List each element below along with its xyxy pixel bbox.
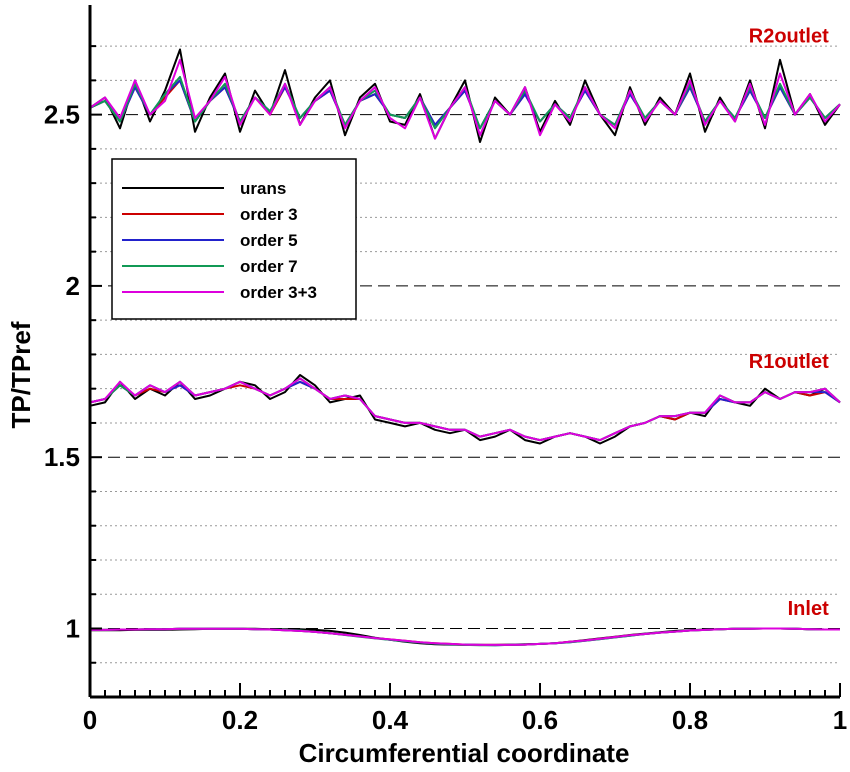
annotation-label: R1outlet [749, 351, 829, 373]
series-line-order-7-inlet [90, 627, 840, 647]
y-tick-label: 1 [66, 613, 80, 643]
y-tick-label: 2 [66, 271, 80, 301]
tick-labels: 1 1.5 2 2.5 0 0.2 0.4 0.6 0.8 1 [44, 100, 847, 735]
grid-lines [90, 45, 840, 664]
x-tick-label: 0.8 [672, 705, 708, 735]
annotations: R2outlet R1outlet Inlet [749, 26, 829, 620]
series-line-order-3-3-r2outlet [89, 58, 841, 140]
x-tick-label: 0.4 [372, 705, 409, 735]
legend-entries: urans order 3 order 5 order 7 order 3+3 [122, 179, 317, 302]
series-line-order-3-inlet [90, 627, 840, 646]
series-line-urans-r1outlet [89, 374, 841, 445]
annotation-label: Inlet [788, 598, 829, 620]
x-tick-label: 1 [833, 705, 847, 735]
y-tick-label: 1.5 [44, 442, 80, 472]
legend-label: order 3+3 [240, 283, 317, 302]
series-lines [89, 48, 841, 647]
series-line-order-3-r1outlet [89, 380, 841, 442]
y-axis-title: TP/TPref [6, 321, 36, 428]
legend-label: urans [240, 179, 286, 198]
annotation-label: R2outlet [749, 26, 829, 48]
legend-label: order 3 [240, 205, 298, 224]
series-line-order-5-r1outlet [89, 380, 841, 442]
series-line-urans-r2outlet [89, 48, 841, 143]
series-line-urans-inlet [90, 627, 840, 646]
x-tick-label: 0.2 [222, 705, 258, 735]
y-tick-label: 2.5 [44, 100, 80, 130]
series-line-order-3-3-r1outlet [89, 377, 841, 442]
axes [88, 5, 841, 699]
legend-label: order 5 [240, 231, 298, 250]
x-tick-label: 0 [83, 705, 97, 735]
x-tick-label: 0.6 [522, 705, 558, 735]
legend-label: order 7 [240, 257, 298, 276]
series-line-order-3-3-inlet [90, 627, 840, 646]
series-line-order-5-inlet [90, 627, 840, 647]
x-axis-title: Circumferential coordinate [299, 738, 630, 768]
legend: urans order 3 order 5 order 7 order 3+3 [111, 158, 357, 320]
